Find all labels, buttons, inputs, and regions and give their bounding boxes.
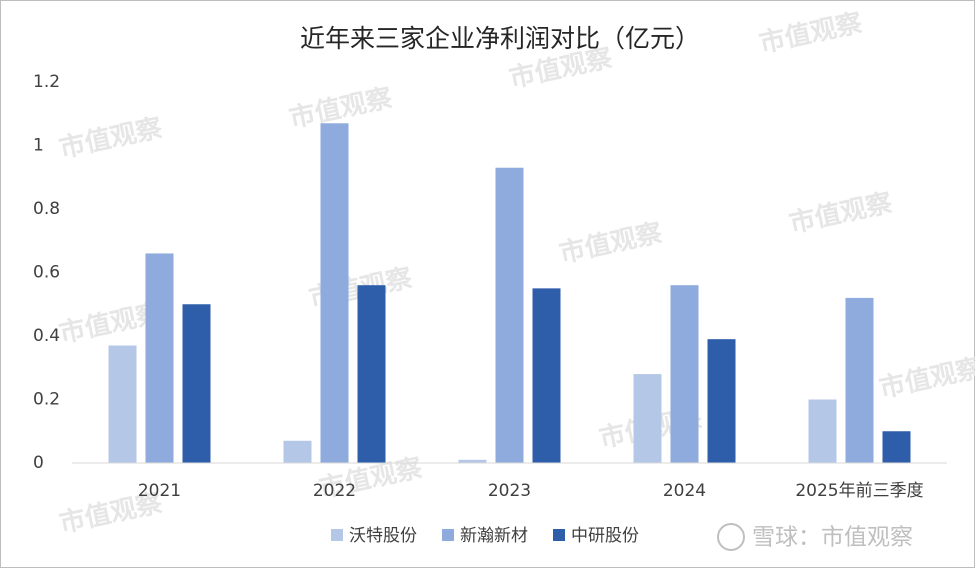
bar [808,399,837,463]
bar [670,285,699,463]
bar [845,297,874,463]
bar [532,288,561,463]
y-tick-label: 0.8 [33,199,60,219]
y-tick-label: 0.2 [33,390,60,410]
legend-swatch [442,529,454,541]
source-logo [717,523,745,551]
legend-label: 新瀚新材 [460,526,528,546]
x-tick-label: 2024 [663,481,706,501]
legend-label: 中研股份 [571,526,639,546]
x-tick-label: 2022 [313,481,356,501]
bar [145,253,174,463]
bar [495,167,524,463]
bar [882,431,911,463]
source-mark: 雪球：市值观察 [752,525,913,551]
x-tick-label: 2021 [138,481,181,501]
legend-swatch [331,529,343,541]
y-tick-label: 0.4 [33,326,60,346]
y-tick-label: 1.2 [33,72,60,92]
chart-title: 近年来三家企业净利润对比（亿元） [300,24,700,53]
bar [283,440,312,463]
bar [458,459,487,463]
x-tick-label: 2023 [488,481,531,501]
y-tick-label: 1 [33,136,44,156]
bar [633,374,662,463]
bar [357,285,386,463]
bar [320,123,349,464]
y-tick-label: 0.6 [33,263,60,283]
bar [108,345,137,463]
legend-swatch [553,529,565,541]
legend-label: 沃特股份 [349,526,417,546]
bar [707,339,736,463]
x-tick-label: 2025年前三季度 [795,481,923,501]
bar [182,304,211,463]
y-tick-label: 0 [33,453,44,473]
